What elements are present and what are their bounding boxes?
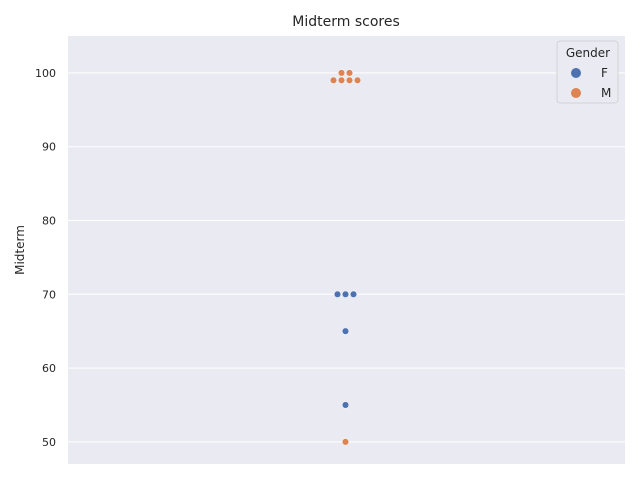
data-points (329, 69, 362, 446)
legend-marker-F (571, 68, 581, 78)
y-tick-label: 80 (42, 214, 56, 227)
data-point-M (341, 438, 350, 446)
legend: Gender FM (556, 40, 619, 104)
legend-label-M: M (601, 86, 611, 100)
y-axis-label: Midterm (13, 225, 27, 275)
y-tick-label: 50 (42, 436, 56, 449)
data-point-F (333, 290, 342, 298)
data-point-F (341, 290, 350, 298)
y-tick-label: 70 (42, 288, 56, 301)
plot-background (68, 36, 625, 464)
data-point-F (341, 401, 350, 409)
y-tick-labels: 50 60 70 80 90 100 (35, 67, 56, 449)
data-point-M (353, 76, 362, 84)
y-tick-label: 100 (35, 67, 56, 80)
legend-marker-M (571, 88, 581, 98)
data-point-M (345, 76, 354, 84)
data-point-M (337, 69, 346, 77)
legend-label-F: F (601, 66, 608, 80)
legend-box (556, 40, 619, 104)
y-tick-label: 60 (42, 362, 56, 375)
data-point-F (341, 327, 350, 335)
data-point-M (329, 76, 338, 84)
data-point-F (349, 290, 358, 298)
legend-title: Gender (566, 46, 610, 60)
chart-title: Midterm scores (292, 14, 399, 30)
data-point-M (345, 69, 354, 77)
data-point-M (337, 76, 346, 84)
y-tick-label: 90 (42, 141, 56, 154)
